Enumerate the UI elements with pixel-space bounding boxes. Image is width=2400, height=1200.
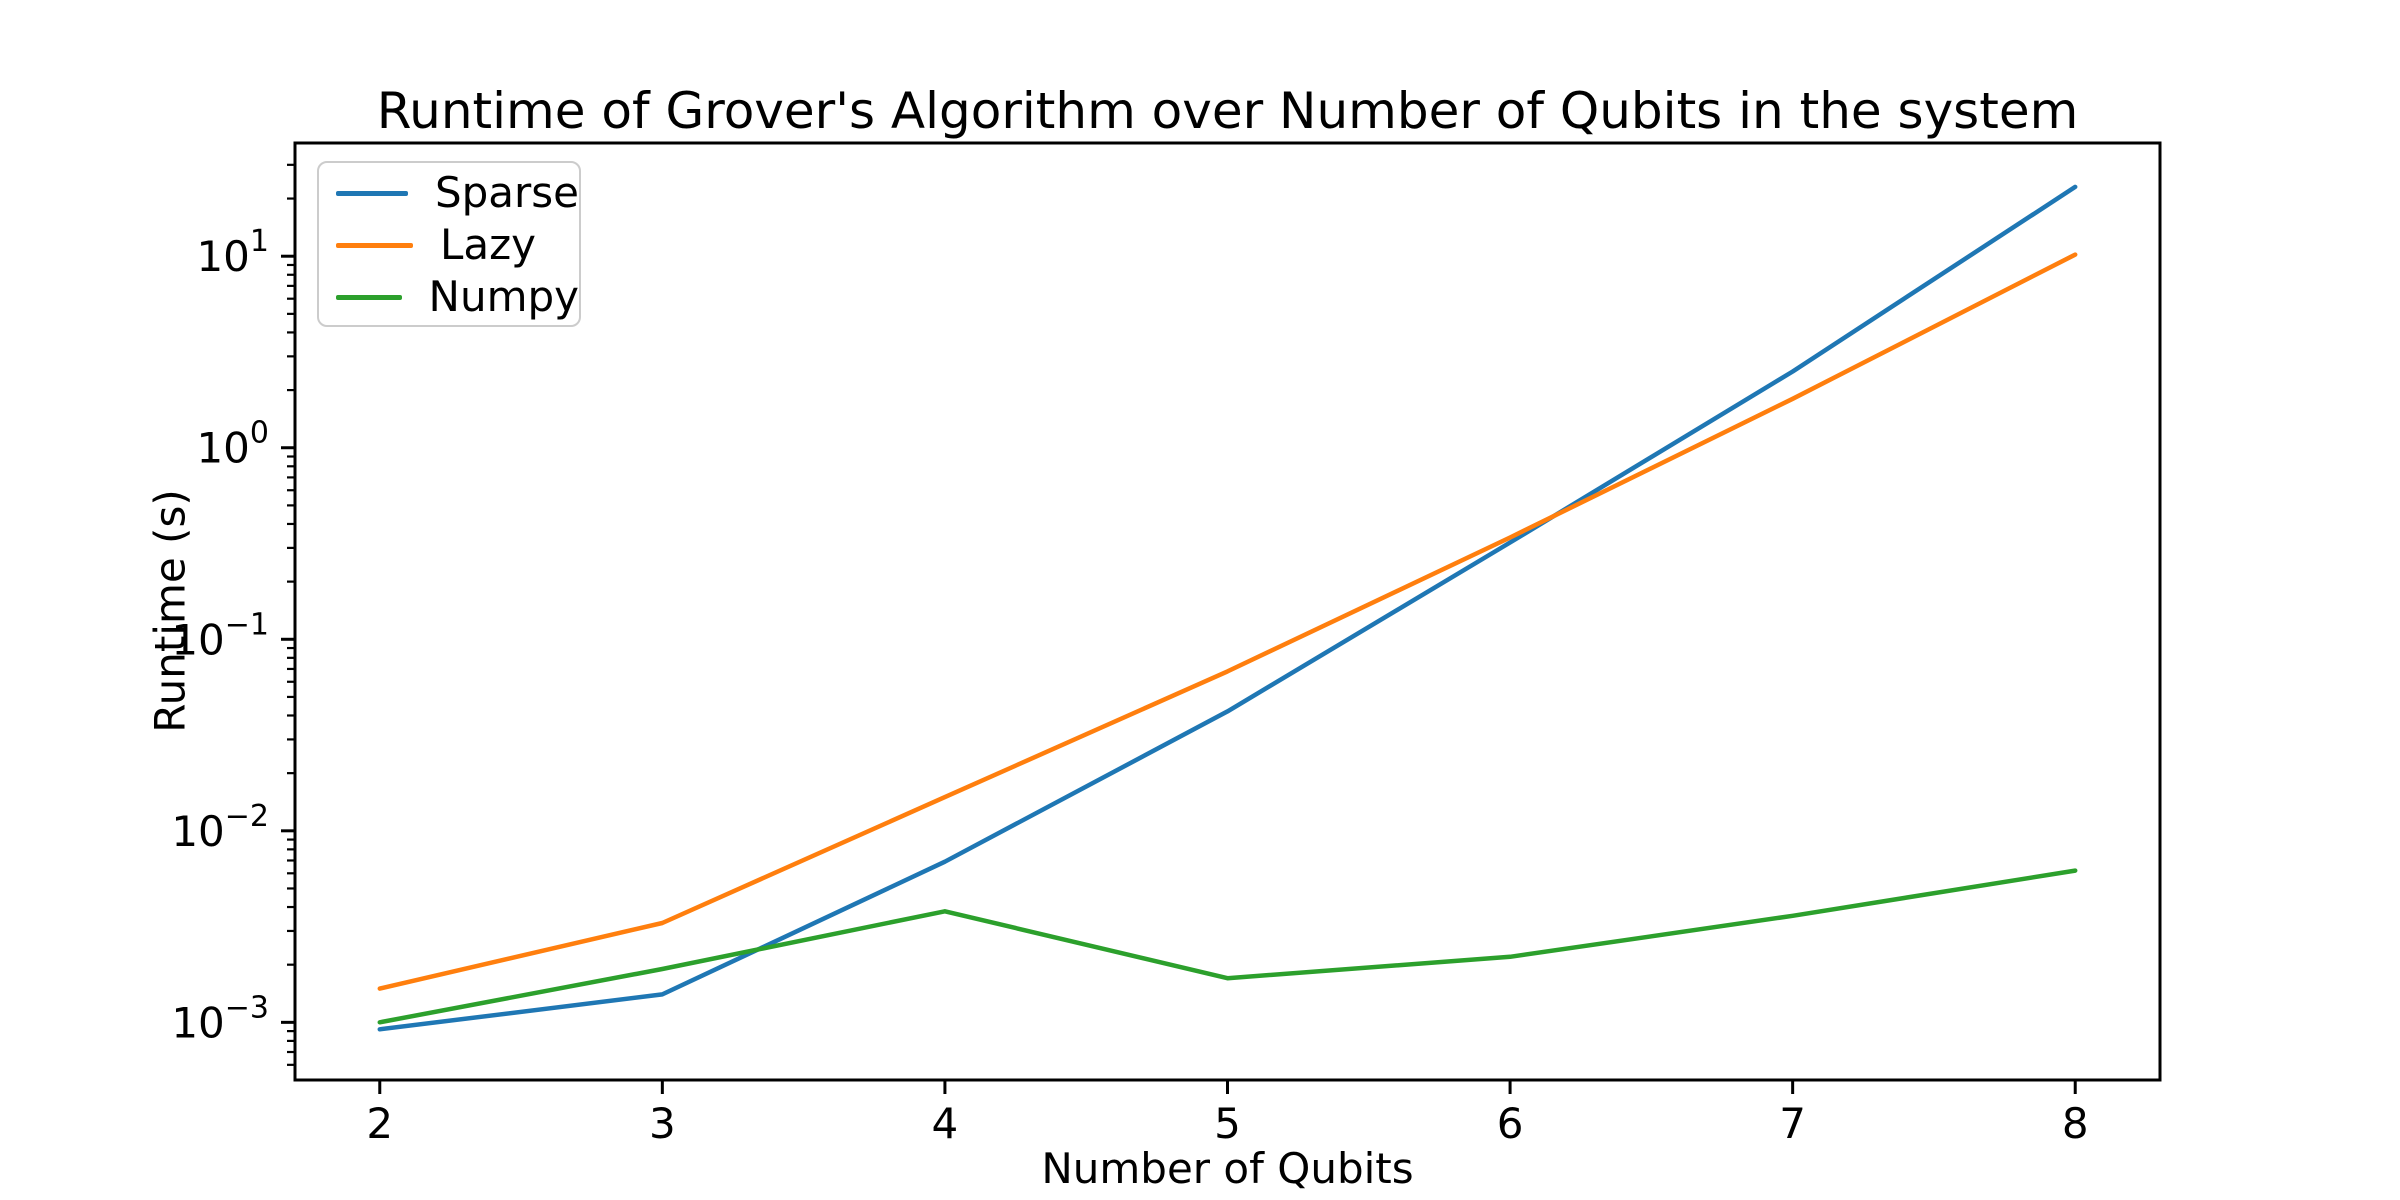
y-tick-label: 10−2 bbox=[171, 799, 269, 856]
y-tick-label: 101 bbox=[196, 224, 269, 281]
y-axis-label-text: Runtime (s) bbox=[145, 489, 195, 733]
y-axis-minor-ticks bbox=[287, 163, 295, 1066]
legend-line-sample-numpy bbox=[336, 294, 402, 300]
x-tick-label: 3 bbox=[649, 1099, 676, 1148]
series-line-lazy bbox=[377, 252, 2078, 991]
x-tick-label: 8 bbox=[2062, 1099, 2089, 1148]
x-tick-label: 7 bbox=[1779, 1099, 1806, 1148]
x-tick-label: 4 bbox=[932, 1099, 959, 1148]
series-line-numpy bbox=[377, 868, 2078, 1025]
legend-line-sample-lazy bbox=[336, 242, 413, 248]
legend-label-lazy: Lazy bbox=[440, 220, 537, 269]
x-tick-label: 6 bbox=[1497, 1099, 1524, 1148]
y-tick-label: 10−3 bbox=[171, 990, 269, 1047]
legend-label-sparse: Sparse bbox=[434, 168, 579, 217]
x-tick-label: 5 bbox=[1214, 1099, 1241, 1148]
legend: Sparse Lazy Numpy bbox=[317, 161, 581, 327]
x-axis-ticks: 2 3 4 5 6 7 8 bbox=[366, 1080, 2089, 1148]
series-line-sparse bbox=[377, 184, 2078, 1032]
legend-item-lazy: Lazy bbox=[319, 219, 579, 271]
y-tick-label: 100 bbox=[196, 416, 269, 473]
x-axis-label: Number of Qubits bbox=[1041, 1144, 1414, 1193]
legend-item-sparse: Sparse bbox=[319, 167, 579, 219]
legend-item-numpy: Numpy bbox=[319, 271, 579, 323]
x-tick-label: 2 bbox=[366, 1099, 393, 1148]
legend-label-numpy: Numpy bbox=[428, 272, 579, 321]
chart-title: Runtime of Grover's Algorithm over Numbe… bbox=[376, 82, 2079, 140]
legend-line-sample-sparse bbox=[336, 190, 408, 196]
